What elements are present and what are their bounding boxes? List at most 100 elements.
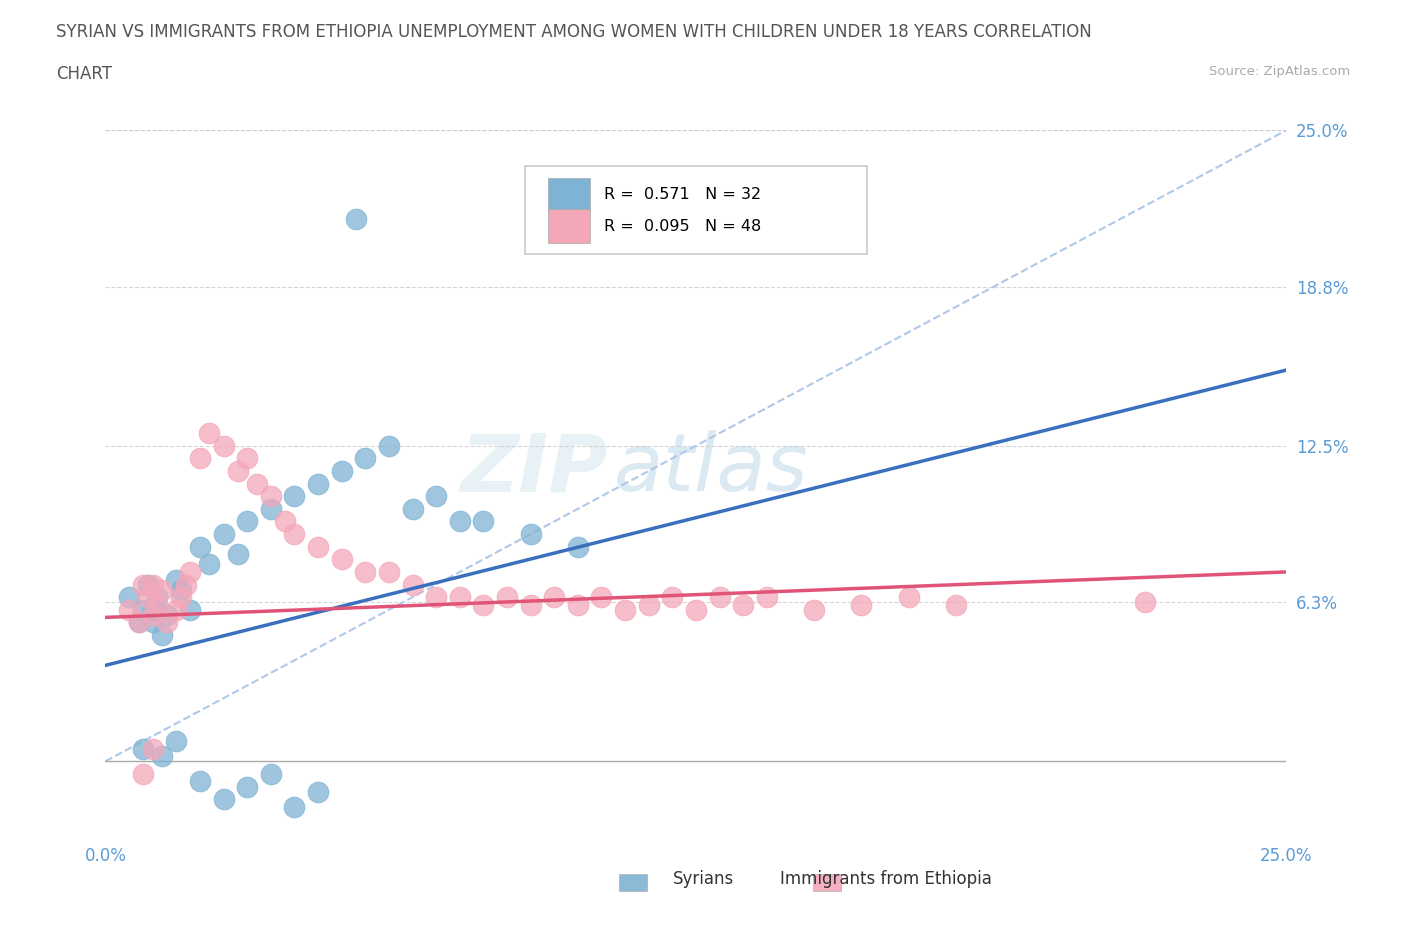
Point xyxy=(128,615,150,630)
Point xyxy=(283,526,305,541)
Point xyxy=(449,514,471,529)
Point xyxy=(401,501,423,516)
Point xyxy=(354,451,377,466)
Point xyxy=(150,628,173,643)
Point xyxy=(146,590,169,604)
Point xyxy=(519,597,541,612)
Bar xyxy=(548,178,589,211)
FancyBboxPatch shape xyxy=(524,166,868,254)
Point xyxy=(156,615,179,630)
Point xyxy=(274,514,297,529)
Point xyxy=(212,526,235,541)
Point xyxy=(142,607,165,622)
Point xyxy=(755,590,778,604)
Point xyxy=(236,514,259,529)
Point xyxy=(179,565,201,579)
Text: Source: ZipAtlas.com: Source: ZipAtlas.com xyxy=(1209,65,1350,78)
Point xyxy=(472,597,495,612)
Point xyxy=(661,590,683,604)
Point xyxy=(449,590,471,604)
Point xyxy=(132,603,155,618)
Point xyxy=(307,476,329,491)
Text: atlas: atlas xyxy=(613,431,808,509)
Point xyxy=(307,539,329,554)
Point xyxy=(354,565,377,579)
Point xyxy=(897,590,920,604)
Point xyxy=(198,426,221,441)
Point xyxy=(733,597,755,612)
Point xyxy=(132,766,155,781)
Point xyxy=(212,791,235,806)
Bar xyxy=(548,209,589,244)
Point xyxy=(496,590,519,604)
Point xyxy=(170,582,193,597)
Point xyxy=(170,590,193,604)
Bar xyxy=(813,874,841,891)
Point xyxy=(709,590,731,604)
Point xyxy=(132,741,155,756)
Point xyxy=(851,597,873,612)
Point xyxy=(132,578,155,592)
Point xyxy=(142,741,165,756)
Point xyxy=(128,615,150,630)
Point xyxy=(165,572,187,587)
Point xyxy=(567,539,589,554)
Point xyxy=(591,590,613,604)
Text: Immigrants from Ethiopia: Immigrants from Ethiopia xyxy=(780,870,991,888)
Point xyxy=(307,784,329,799)
Point xyxy=(179,603,201,618)
Text: ZIP: ZIP xyxy=(460,431,607,509)
Point xyxy=(378,565,401,579)
Point xyxy=(401,578,423,592)
Point xyxy=(118,590,141,604)
Point xyxy=(198,557,221,572)
Point xyxy=(188,539,211,554)
Text: Syrians: Syrians xyxy=(672,870,734,888)
Point xyxy=(945,597,967,612)
Point xyxy=(142,578,165,592)
Point xyxy=(236,451,259,466)
Text: SYRIAN VS IMMIGRANTS FROM ETHIOPIA UNEMPLOYMENT AMONG WOMEN WITH CHILDREN UNDER : SYRIAN VS IMMIGRANTS FROM ETHIOPIA UNEMP… xyxy=(56,23,1092,41)
Point xyxy=(226,463,249,478)
Point xyxy=(567,597,589,612)
Point xyxy=(685,603,707,618)
Point xyxy=(142,615,165,630)
Point xyxy=(188,451,211,466)
Text: R =  0.571   N = 32: R = 0.571 N = 32 xyxy=(603,187,761,202)
Point xyxy=(165,734,187,749)
Point xyxy=(472,514,495,529)
Point xyxy=(212,438,235,453)
Point xyxy=(283,799,305,814)
Text: CHART: CHART xyxy=(56,65,112,83)
Point xyxy=(637,597,659,612)
Point xyxy=(260,489,283,504)
Point xyxy=(174,578,197,592)
Point xyxy=(150,582,173,597)
Point xyxy=(330,551,353,566)
Point xyxy=(1133,595,1156,610)
Text: R =  0.095   N = 48: R = 0.095 N = 48 xyxy=(603,219,761,233)
Point xyxy=(425,489,447,504)
Point xyxy=(260,501,283,516)
Point xyxy=(246,476,269,491)
Point xyxy=(378,438,401,453)
Point xyxy=(803,603,825,618)
Point xyxy=(188,774,211,789)
Point xyxy=(236,779,259,794)
Point xyxy=(283,489,305,504)
Point xyxy=(330,463,353,478)
Point xyxy=(519,526,541,541)
Point xyxy=(614,603,637,618)
Point xyxy=(156,607,179,622)
Point xyxy=(260,766,283,781)
Point xyxy=(226,547,249,562)
Point xyxy=(142,603,165,618)
Point xyxy=(425,590,447,604)
Point xyxy=(543,590,565,604)
Point xyxy=(146,597,169,612)
Point xyxy=(118,603,141,618)
Point xyxy=(344,211,367,226)
Bar xyxy=(619,874,647,891)
Point xyxy=(136,578,159,592)
Point xyxy=(165,603,187,618)
